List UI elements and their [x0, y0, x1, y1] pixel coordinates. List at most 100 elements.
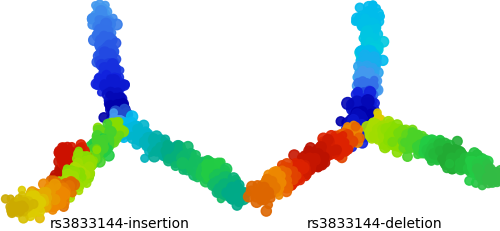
Circle shape [388, 138, 396, 147]
Circle shape [422, 138, 430, 146]
Circle shape [350, 122, 357, 129]
Circle shape [365, 9, 373, 17]
Circle shape [378, 126, 386, 134]
Circle shape [366, 134, 374, 141]
Circle shape [328, 143, 336, 151]
Circle shape [262, 175, 272, 185]
Circle shape [484, 166, 492, 175]
Circle shape [362, 49, 372, 60]
Circle shape [362, 126, 370, 135]
Circle shape [149, 151, 160, 162]
Circle shape [64, 157, 72, 165]
Circle shape [105, 98, 114, 108]
Circle shape [474, 162, 482, 170]
Circle shape [366, 48, 373, 55]
Circle shape [287, 170, 298, 180]
Circle shape [114, 127, 124, 137]
Circle shape [354, 122, 366, 134]
Circle shape [220, 186, 228, 195]
Circle shape [282, 174, 289, 181]
Circle shape [31, 209, 38, 216]
Circle shape [102, 135, 110, 144]
Circle shape [64, 165, 73, 173]
Circle shape [260, 189, 270, 198]
Circle shape [364, 87, 376, 98]
Circle shape [10, 198, 18, 206]
Circle shape [441, 152, 450, 161]
Circle shape [362, 122, 372, 133]
Circle shape [224, 188, 234, 197]
Circle shape [108, 73, 118, 84]
Circle shape [484, 171, 492, 179]
Circle shape [66, 186, 76, 196]
Circle shape [56, 191, 63, 199]
Circle shape [424, 138, 435, 149]
Circle shape [83, 152, 91, 160]
Circle shape [350, 128, 360, 137]
Circle shape [364, 74, 374, 83]
Circle shape [316, 150, 325, 160]
Circle shape [422, 150, 431, 158]
Circle shape [288, 168, 295, 175]
Circle shape [321, 159, 330, 167]
Circle shape [432, 153, 442, 163]
Circle shape [62, 168, 70, 176]
Circle shape [366, 97, 374, 106]
Circle shape [16, 205, 25, 214]
Circle shape [122, 121, 133, 131]
Circle shape [203, 170, 214, 181]
Circle shape [362, 115, 372, 124]
Circle shape [406, 138, 415, 147]
Circle shape [95, 57, 106, 67]
Circle shape [455, 163, 464, 172]
Circle shape [438, 155, 446, 164]
Circle shape [356, 79, 365, 88]
Circle shape [478, 182, 486, 190]
Circle shape [370, 58, 377, 66]
Circle shape [32, 197, 42, 207]
Circle shape [42, 188, 50, 196]
Circle shape [357, 113, 366, 121]
Circle shape [74, 173, 80, 179]
Circle shape [100, 133, 108, 141]
Circle shape [292, 165, 300, 173]
Circle shape [92, 32, 100, 40]
Circle shape [464, 160, 471, 167]
Circle shape [94, 35, 103, 43]
Circle shape [340, 132, 346, 139]
Circle shape [359, 70, 367, 78]
Circle shape [60, 173, 68, 182]
Circle shape [363, 113, 372, 121]
Circle shape [110, 114, 118, 122]
Circle shape [108, 60, 118, 70]
Circle shape [370, 85, 381, 95]
Circle shape [454, 157, 464, 166]
Circle shape [71, 151, 78, 158]
Circle shape [260, 191, 270, 201]
Circle shape [358, 107, 368, 119]
Circle shape [382, 132, 390, 139]
Circle shape [69, 173, 78, 181]
Circle shape [370, 82, 378, 91]
Circle shape [34, 195, 44, 205]
Circle shape [64, 184, 73, 194]
Circle shape [68, 174, 76, 182]
Circle shape [359, 80, 370, 91]
Circle shape [431, 154, 440, 162]
Circle shape [354, 99, 362, 107]
Circle shape [165, 149, 172, 156]
Circle shape [103, 150, 114, 161]
Circle shape [357, 106, 368, 118]
Circle shape [55, 184, 65, 193]
Circle shape [104, 18, 111, 25]
Circle shape [36, 192, 46, 201]
Circle shape [326, 151, 335, 159]
Circle shape [269, 182, 280, 194]
Circle shape [43, 189, 50, 196]
Circle shape [366, 50, 376, 61]
Circle shape [32, 196, 40, 204]
Circle shape [488, 172, 496, 180]
Circle shape [387, 138, 398, 149]
Circle shape [88, 145, 97, 154]
Circle shape [110, 70, 118, 79]
